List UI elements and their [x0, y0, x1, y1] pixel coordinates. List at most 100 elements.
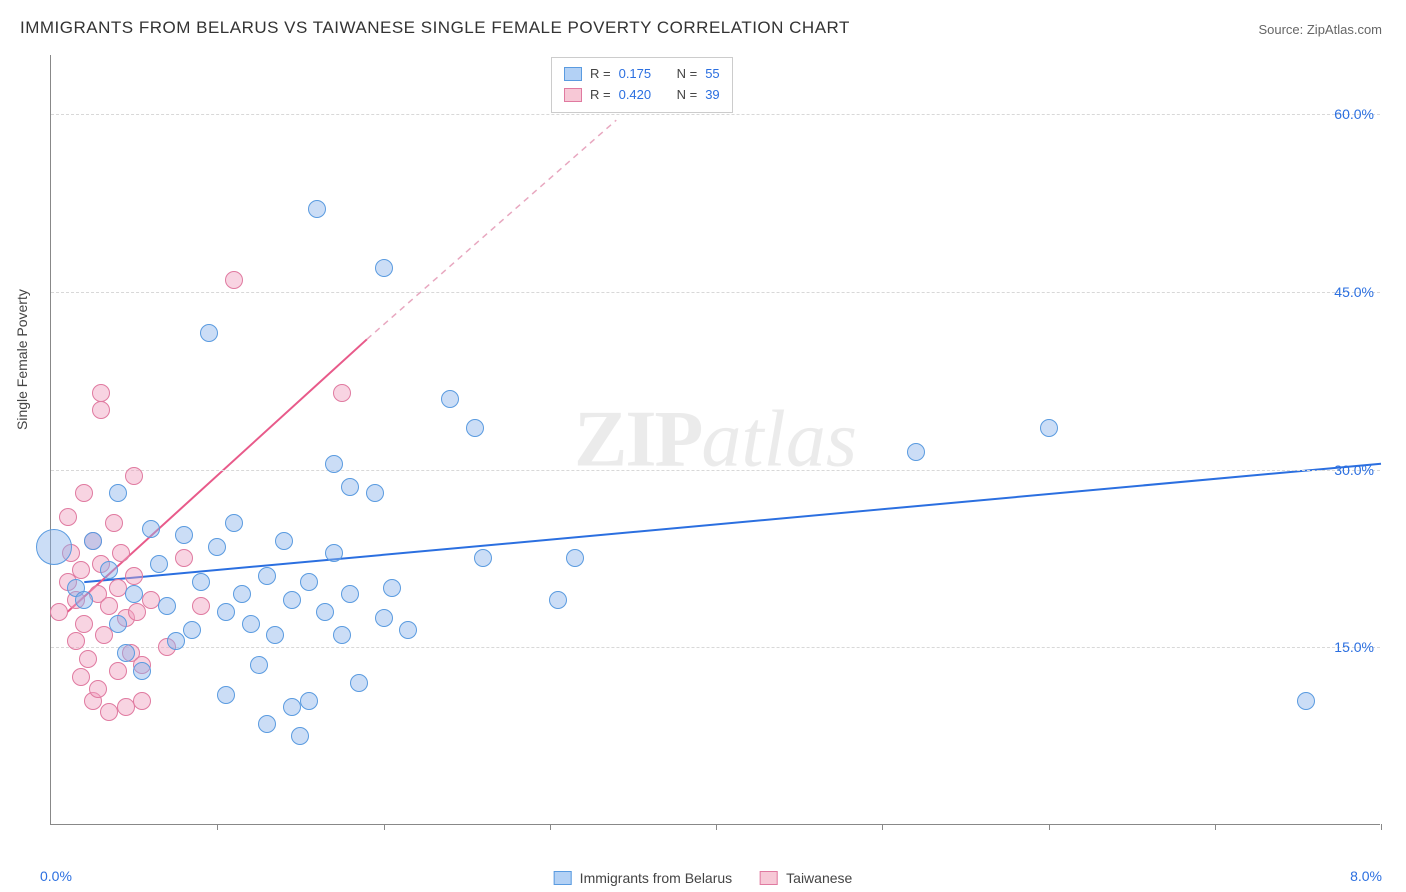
belarus-point	[466, 419, 484, 437]
taiwanese-point	[100, 703, 118, 721]
belarus-point	[183, 621, 201, 639]
belarus-point	[133, 662, 151, 680]
belarus-point	[350, 674, 368, 692]
r-value: 0.420	[619, 85, 669, 106]
x-axis-max-label: 8.0%	[1350, 868, 1382, 884]
chart-title: IMMIGRANTS FROM BELARUS VS TAIWANESE SIN…	[20, 18, 850, 38]
belarus-point	[341, 585, 359, 603]
belarus-point	[250, 656, 268, 674]
belarus-point	[441, 390, 459, 408]
belarus-point	[300, 692, 318, 710]
belarus-point	[208, 538, 226, 556]
legend-item: Immigrants from Belarus	[554, 870, 732, 886]
belarus-point	[167, 632, 185, 650]
belarus-point	[217, 603, 235, 621]
trend-lines	[51, 55, 1380, 824]
taiwanese-point	[125, 567, 143, 585]
belarus-point	[158, 597, 176, 615]
taiwanese-point	[72, 561, 90, 579]
series-legend: Immigrants from Belarus Taiwanese	[554, 870, 853, 886]
taiwanese-point	[175, 549, 193, 567]
belarus-point	[75, 591, 93, 609]
legend-item: Taiwanese	[760, 870, 852, 886]
x-tick	[882, 824, 883, 830]
x-tick	[217, 824, 218, 830]
taiwanese-point	[79, 650, 97, 668]
taiwanese-point	[72, 668, 90, 686]
n-label: N =	[677, 64, 698, 85]
x-tick	[1049, 824, 1050, 830]
belarus-point	[283, 591, 301, 609]
belarus-point	[217, 686, 235, 704]
belarus-point	[549, 591, 567, 609]
belarus-point	[474, 549, 492, 567]
belarus-point	[291, 727, 309, 745]
y-tick-label: 15.0%	[1334, 639, 1374, 655]
correlation-legend: R =0.175N =55R =0.420N =39	[551, 57, 733, 113]
y-axis-label: Single Female Poverty	[14, 289, 30, 430]
belarus-point	[366, 484, 384, 502]
belarus-point	[266, 626, 284, 644]
legend-label: Immigrants from Belarus	[580, 870, 732, 886]
belarus-point	[109, 484, 127, 502]
belarus-point	[1040, 419, 1058, 437]
scatter-plot-area: ZIPatlas R =0.175N =55R =0.420N =39 15.0…	[50, 55, 1380, 825]
taiwanese-point	[225, 271, 243, 289]
taiwanese-point	[92, 401, 110, 419]
taiwanese-point	[92, 384, 110, 402]
belarus-point	[333, 626, 351, 644]
taiwanese-point	[75, 615, 93, 633]
belarus-point	[1297, 692, 1315, 710]
belarus-point	[36, 529, 72, 565]
belarus-point	[383, 579, 401, 597]
taiwanese-point	[59, 508, 77, 526]
taiwanese-point	[133, 692, 151, 710]
belarus-point	[175, 526, 193, 544]
belarus-point	[242, 615, 260, 633]
gridline	[51, 647, 1380, 648]
belarus-point	[341, 478, 359, 496]
x-tick	[1381, 824, 1382, 830]
source-attribution: Source: ZipAtlas.com	[1258, 22, 1382, 37]
belarus-point	[125, 585, 143, 603]
trend-line	[367, 120, 616, 339]
n-value: 39	[705, 85, 719, 106]
legend-row: R =0.175N =55	[564, 64, 720, 85]
belarus-point	[316, 603, 334, 621]
legend-swatch	[760, 871, 778, 885]
belarus-point	[325, 544, 343, 562]
belarus-point	[375, 259, 393, 277]
taiwanese-point	[109, 662, 127, 680]
n-label: N =	[677, 85, 698, 106]
legend-swatch	[554, 871, 572, 885]
belarus-point	[100, 561, 118, 579]
taiwanese-point	[192, 597, 210, 615]
legend-row: R =0.420N =39	[564, 85, 720, 106]
belarus-point	[192, 573, 210, 591]
trend-line	[84, 464, 1381, 582]
belarus-point	[258, 567, 276, 585]
belarus-point	[142, 520, 160, 538]
taiwanese-point	[117, 698, 135, 716]
gridline	[51, 292, 1380, 293]
x-tick	[384, 824, 385, 830]
belarus-point	[109, 615, 127, 633]
belarus-point	[200, 324, 218, 342]
belarus-point	[325, 455, 343, 473]
taiwanese-point	[50, 603, 68, 621]
taiwanese-point	[89, 680, 107, 698]
taiwanese-point	[142, 591, 160, 609]
belarus-point	[566, 549, 584, 567]
taiwanese-point	[125, 467, 143, 485]
n-value: 55	[705, 64, 719, 85]
belarus-point	[375, 609, 393, 627]
y-tick-label: 45.0%	[1334, 284, 1374, 300]
taiwanese-point	[112, 544, 130, 562]
y-tick-label: 30.0%	[1334, 462, 1374, 478]
r-value: 0.175	[619, 64, 669, 85]
taiwanese-point	[67, 632, 85, 650]
x-tick	[550, 824, 551, 830]
belarus-point	[399, 621, 417, 639]
belarus-point	[84, 532, 102, 550]
x-axis-min-label: 0.0%	[40, 868, 72, 884]
